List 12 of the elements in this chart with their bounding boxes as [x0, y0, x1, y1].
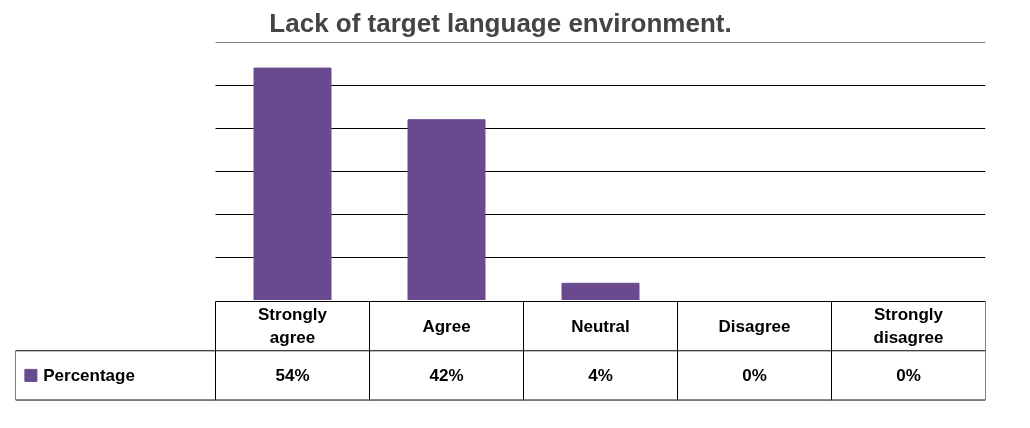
data-label: 54% — [275, 365, 310, 385]
data-label: 4% — [588, 365, 613, 385]
chart-title: Lack of target language environment. — [269, 7, 732, 38]
x-tick-label: Agree — [422, 316, 471, 336]
data-label: 0% — [742, 365, 767, 385]
data-label: 0% — [896, 365, 921, 385]
x-tick-label: Strongly disagree — [873, 305, 944, 348]
x-tick-label: Strongly agree — [258, 305, 328, 348]
data-label: 42% — [429, 365, 464, 385]
legend-label: Percentage — [43, 365, 135, 385]
x-tick-label: Neutral — [571, 316, 630, 336]
x-tick-label: Disagree — [718, 316, 791, 336]
